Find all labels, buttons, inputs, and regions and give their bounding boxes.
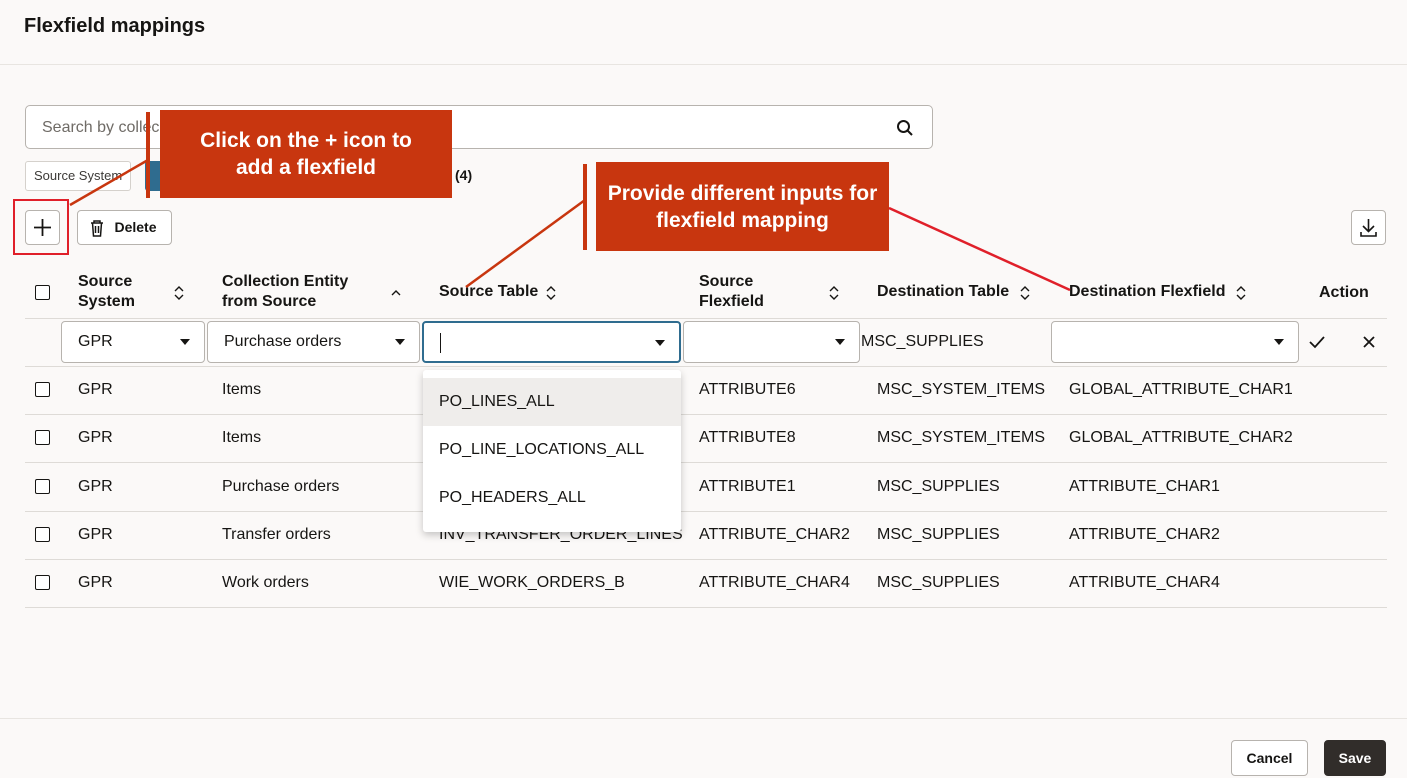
cell: Items: [222, 429, 262, 447]
cell: GPR: [78, 477, 113, 495]
cell: WIE_WORK_ORDERS_B: [439, 574, 625, 592]
row-checkbox[interactable]: [35, 575, 50, 591]
callout-text: Provide different inputs for flexfield m…: [607, 181, 878, 232]
row-divider: [25, 414, 1387, 415]
row-divider: [25, 318, 1387, 319]
cell: ATTRIBUTE6: [699, 381, 796, 398]
dropdown-option[interactable]: PO_LINE_LOCATIONS_ALL: [439, 441, 645, 458]
row-divider: [25, 558, 1387, 560]
highlight-box: [13, 199, 69, 255]
row-checkbox[interactable]: [35, 526, 50, 542]
column-header-text: Collection Entity from Source: [222, 273, 349, 310]
destination-flexfield-select[interactable]: [1051, 321, 1299, 363]
cell: GLOBAL_ATTRIBUTE_CHAR1: [1069, 381, 1293, 398]
sort-icon[interactable]: [829, 285, 839, 301]
select-value: Purchase orders: [224, 333, 342, 350]
cell: Purchase orders: [222, 477, 340, 495]
cell: MSC_SUPPLIES: [877, 525, 1000, 543]
cell: ATTRIBUTE1: [699, 477, 796, 495]
destination-table-value: MSC_SUPPLIES: [861, 333, 984, 350]
callout: Click on the + icon to add a flexfield: [160, 110, 452, 198]
cell: ATTRIBUTE8: [699, 429, 796, 447]
cell: GPR: [78, 525, 113, 543]
download-button[interactable]: [1351, 210, 1386, 245]
filter-chip[interactable]: Source System: [25, 161, 132, 191]
row-checkbox[interactable]: [35, 430, 50, 446]
column-header-text: Source System: [78, 273, 135, 310]
filter-count: (4): [455, 167, 473, 183]
cell: ATTRIBUTE_CHAR4: [699, 574, 850, 592]
column-header: Destination Table: [877, 272, 1037, 312]
column-header: Source Table: [439, 272, 559, 312]
cell: ATTRIBUTE_CHAR2: [699, 525, 850, 543]
cell: ATTRIBUTE_CHAR2: [1069, 525, 1220, 543]
row-divider: [25, 366, 1387, 367]
source-table-select[interactable]: [422, 321, 681, 363]
cell: Work orders: [222, 574, 309, 592]
row-checkbox[interactable]: [35, 478, 50, 494]
cell: GPR: [78, 429, 113, 447]
cell: GPR: [78, 381, 113, 398]
save-row-icon[interactable]: [1308, 334, 1326, 350]
source-flexfield-select[interactable]: [683, 321, 860, 363]
divider: [0, 718, 1407, 719]
select-value: GPR: [78, 333, 113, 350]
select-all-checkbox[interactable]: [35, 285, 50, 300]
cell: Transfer orders: [222, 525, 331, 543]
cell: ATTRIBUTE_CHAR1: [1069, 477, 1220, 495]
cell: MSC_SYSTEM_ITEMS: [877, 429, 1046, 447]
column-header: Destination Flexfield: [1069, 272, 1249, 312]
cancel-row-icon[interactable]: [1362, 335, 1376, 349]
cell: Items: [222, 381, 262, 398]
row-divider: [25, 607, 1387, 609]
page-title: Flexfield mappings: [24, 15, 206, 37]
column-header-text: Destination Table: [877, 283, 1010, 300]
search-icon[interactable]: [896, 119, 914, 137]
cell: MSC_SUPPLIES: [877, 574, 1000, 592]
column-header: Source System: [78, 272, 158, 312]
sort-icon[interactable]: [1236, 285, 1246, 301]
dropdown-option[interactable]: PO_LINES_ALL: [423, 378, 681, 426]
callout: Provide different inputs for flexfield m…: [596, 162, 889, 251]
source-system-select[interactable]: GPR: [61, 321, 205, 363]
sort-icon[interactable]: [546, 285, 556, 301]
column-header-text: Source Flexfield: [699, 273, 764, 310]
cancel-button[interactable]: Cancel: [1231, 740, 1308, 776]
cell: ATTRIBUTE_CHAR4: [1069, 574, 1220, 592]
cell: GPR: [78, 574, 113, 592]
column-header-text: Destination Flexfield: [1069, 283, 1226, 300]
delete-button[interactable]: Delete: [77, 210, 172, 245]
cell: MSC_SUPPLIES: [877, 477, 1000, 495]
save-button[interactable]: Save: [1324, 740, 1386, 776]
collection-entity-select[interactable]: Purchase orders: [207, 321, 420, 363]
row-checkbox[interactable]: [35, 382, 50, 397]
column-header-text: Source Table: [439, 283, 539, 300]
dropdown-list: PO_LINES_ALL PO_LINE_LOCATIONS_ALL PO_HEAD…: [423, 370, 681, 532]
delete-label: Delete: [114, 219, 157, 235]
add-button[interactable]: [25, 210, 60, 245]
callout-text: Click on the + icon to add a flexfield: [200, 129, 412, 179]
row-divider: [25, 510, 1387, 512]
search-placeholder: Search by collec: [42, 119, 160, 136]
sort-icon[interactable]: [391, 285, 401, 299]
column-header: Source Flexfield: [699, 272, 789, 312]
column-header: Collection Entity from Source: [222, 272, 382, 312]
column-header: Action: [1319, 284, 1369, 301]
sort-icon[interactable]: [174, 285, 184, 301]
row-divider: [25, 462, 1387, 464]
dropdown-option[interactable]: PO_HEADERS_ALL: [439, 489, 586, 506]
cell: GLOBAL_ATTRIBUTE_CHAR2: [1069, 429, 1293, 447]
cell: MSC_SYSTEM_ITEMS: [877, 381, 1046, 398]
divider: [0, 64, 1407, 65]
sort-icon[interactable]: [1020, 285, 1030, 301]
